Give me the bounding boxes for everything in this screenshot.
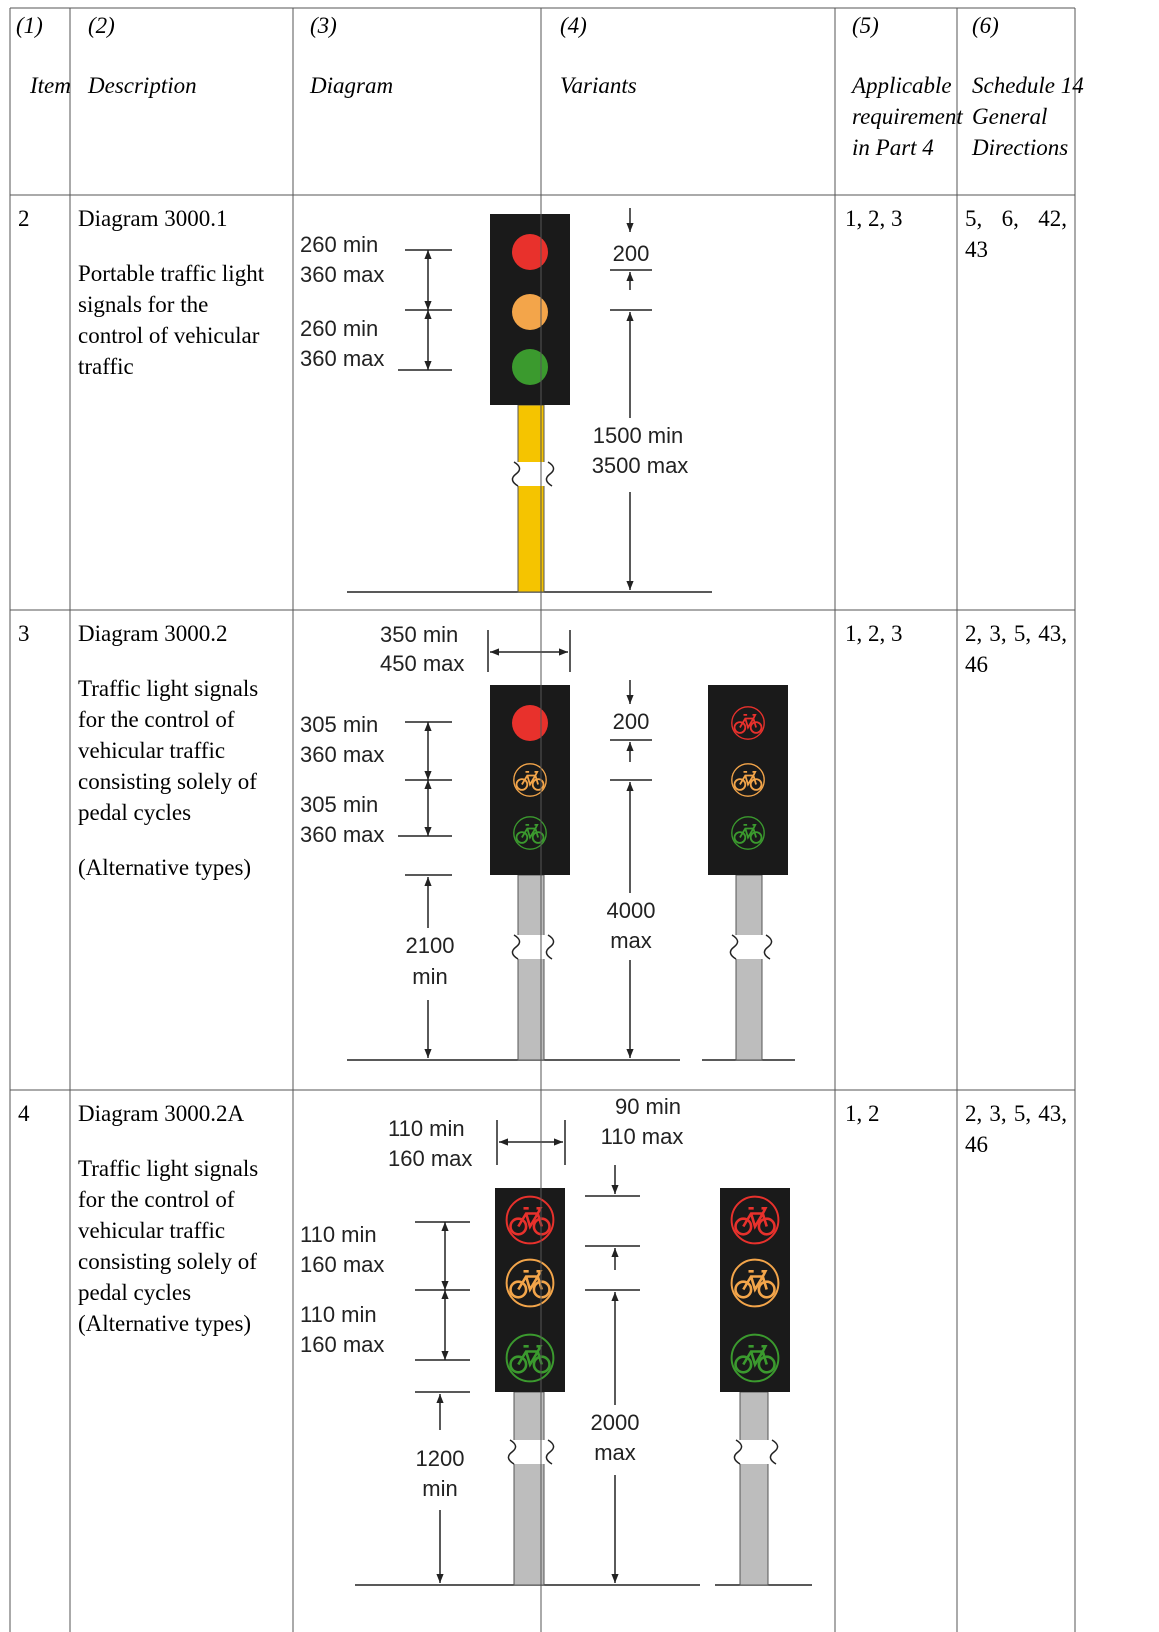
- description-text: Portable traffic light signals for the c…: [78, 261, 265, 379]
- dimension-label: 200: [613, 709, 650, 734]
- dimension-label: 110 max: [601, 1124, 684, 1149]
- description-text: Diagram 3000.1: [78, 206, 228, 231]
- column-title: Schedule 14 General Directions: [972, 73, 1084, 160]
- dimension-label: 305 min: [300, 792, 378, 817]
- diagram-shape: [507, 1439, 555, 1465]
- column-title: Item: [30, 73, 71, 98]
- diagram-shape: [733, 1439, 779, 1465]
- dimension-label: 305 min: [300, 712, 378, 737]
- requirement-text: 1, 2: [845, 1101, 880, 1126]
- item-cell: 3: [18, 618, 30, 673]
- dimension-label: 110 min: [300, 1222, 377, 1247]
- diagram-shape: [512, 705, 548, 741]
- description-cell: Diagram 3000.1 Portable traffic light sig…: [78, 203, 278, 406]
- diagram-shape: [506, 1440, 552, 1464]
- column-number: (1): [16, 13, 43, 38]
- dimension-label: 1200: [416, 1446, 465, 1471]
- diagram-shape: [512, 234, 548, 270]
- column-title: Diagram: [310, 73, 394, 98]
- column-number: (4): [560, 13, 587, 38]
- diagram-3000-2a: 110 min 160 max 90 min 110 max 110 min 1…: [300, 1094, 812, 1586]
- column-number: (2): [88, 13, 115, 38]
- dimension-label: 2000: [591, 1410, 640, 1435]
- dimension-label: 360 max: [300, 262, 384, 287]
- description-text: Diagram 3000.2A: [78, 1101, 245, 1126]
- dimension-label: 4000: [607, 898, 656, 923]
- dimension-label: 110 min: [300, 1302, 377, 1327]
- dimension-label: 200: [613, 241, 650, 266]
- directions-cell: 2, 3, 5, 43, 46: [965, 1098, 1067, 1184]
- diagram-shape: [732, 1440, 776, 1464]
- diagram-shape: [517, 404, 545, 593]
- directions-text: 5, 6, 42, 43: [965, 206, 1067, 262]
- diagram-shape: [728, 935, 770, 959]
- dimension-label: 360 max: [300, 346, 384, 371]
- dimension-label: 3500 max: [592, 453, 689, 478]
- requirement-cell: 1, 2, 3: [845, 618, 950, 673]
- table-grid: [9, 7, 1076, 1632]
- item-cell: 4: [18, 1098, 30, 1153]
- dimension-label: 260 min: [300, 316, 378, 341]
- item-number: 3: [18, 621, 30, 646]
- dimension-label: min: [422, 1476, 457, 1501]
- diagram-shape: [708, 685, 788, 875]
- diagram-shape: [517, 874, 545, 1061]
- diagram-3000-2: 350 min 450 max 305 min 360 max 305 min …: [300, 622, 795, 1061]
- diagram-shape: [739, 1391, 769, 1586]
- dimension-label: max: [610, 928, 652, 953]
- description-cell: Diagram 3000.2 Traffic light signals for …: [78, 618, 278, 907]
- dimension-label: max: [594, 1440, 636, 1465]
- column-title: Variants: [560, 73, 637, 98]
- dimension-label: 160 max: [388, 1146, 472, 1171]
- column-title: Description: [88, 73, 197, 98]
- description-text: Traffic light signals for the control of…: [78, 1156, 259, 1336]
- dimension-label: 90 min: [615, 1094, 681, 1119]
- column-number: (5): [852, 13, 879, 38]
- directions-text: 2, 3, 5, 43, 46: [965, 621, 1067, 677]
- column-number: (6): [972, 13, 999, 38]
- diagram-shape: [729, 934, 773, 960]
- directions-cell: 2, 3, 5, 43, 46: [965, 618, 1067, 704]
- description-cell: Diagram 3000.2A Traffic light signals for…: [78, 1098, 290, 1339]
- diagram-shape: [512, 349, 548, 385]
- diagram-shape: [511, 461, 555, 487]
- diagram-3000-1: 260 min 360 max 260 min 360 max 200 1500…: [300, 208, 712, 593]
- item-cell: 2: [18, 203, 30, 258]
- dimension-label: 160 max: [300, 1332, 384, 1357]
- dimension-label: 450 max: [380, 651, 464, 676]
- diagram-shape: [511, 934, 555, 960]
- item-number: 4: [18, 1101, 30, 1126]
- dimension-label: 2100: [406, 933, 455, 958]
- description-text: Traffic light signals for the control of…: [78, 676, 259, 825]
- description-text: Diagram 3000.2: [78, 621, 228, 646]
- description-text: (Alternative types): [78, 855, 252, 880]
- requirement-text: 1, 2, 3: [845, 206, 903, 231]
- directions-cell: 5, 6, 42, 43: [965, 203, 1067, 289]
- dimension-label: 1500 min: [593, 423, 684, 448]
- dimension-label: 110 min: [388, 1116, 465, 1141]
- dimension-label: min: [412, 964, 447, 989]
- diagram-shape: [735, 874, 763, 1061]
- requirement-text: 1, 2, 3: [845, 621, 903, 646]
- dimension-label: 260 min: [300, 232, 378, 257]
- dimension-label: 360 max: [300, 742, 384, 767]
- item-number: 2: [18, 206, 30, 231]
- diagram-shape: [512, 294, 548, 330]
- dimension-label: 360 max: [300, 822, 384, 847]
- dimension-label: 350 min: [380, 622, 458, 647]
- diagram-shape: [513, 1391, 545, 1586]
- requirement-cell: 1, 2: [845, 1098, 950, 1153]
- requirement-cell: 1, 2, 3: [845, 203, 950, 258]
- column-title: Applicable requirement in Part 4: [852, 73, 963, 160]
- dimension-label: 160 max: [300, 1252, 384, 1277]
- directions-text: 2, 3, 5, 43, 46: [965, 1101, 1067, 1157]
- column-number: (3): [310, 13, 337, 38]
